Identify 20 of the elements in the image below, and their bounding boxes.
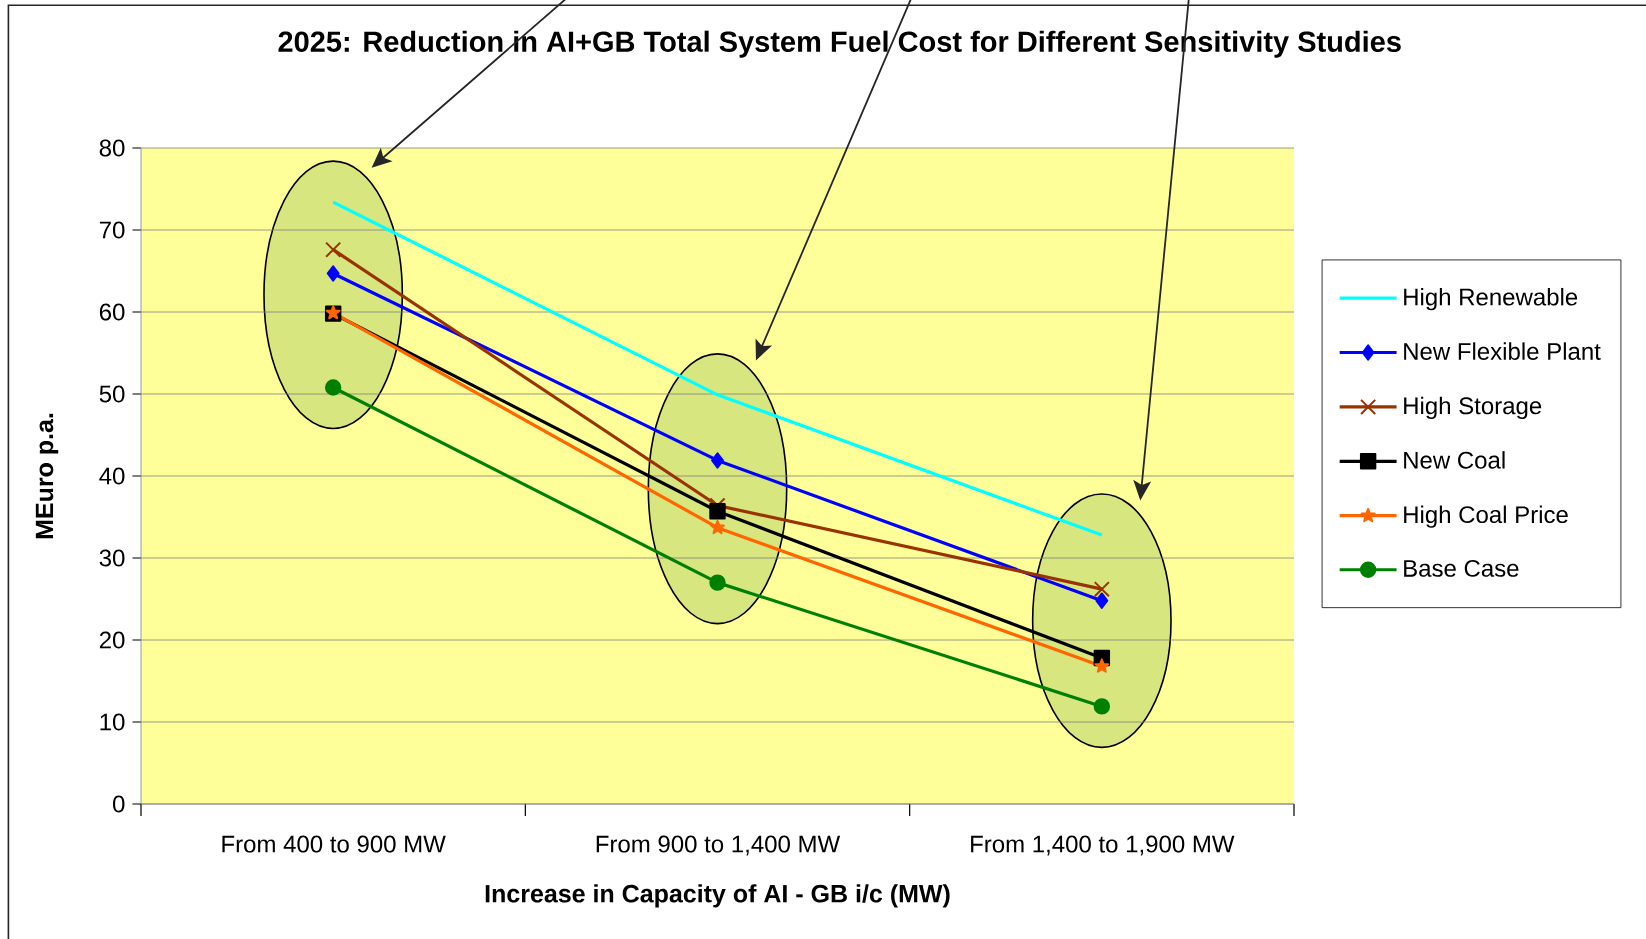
- y-tick-label: 60: [99, 303, 125, 321]
- legend-label: High Renewable: [1404, 287, 1578, 311]
- legend-label: Base Case: [1404, 559, 1519, 577]
- y-tick-label: 30: [99, 549, 125, 567]
- x-tick-label: From 1,400 to 1,900 MW: [971, 835, 1235, 856]
- legend-label: New Flexible Plant: [1404, 342, 1601, 360]
- legend-label: High Storage: [1404, 396, 1542, 420]
- y-tick-label: 50: [99, 385, 125, 403]
- y-tick-label: 20: [99, 631, 125, 649]
- y-tick-label: 80: [99, 139, 125, 157]
- legend-label: High Coal Price: [1404, 505, 1568, 528]
- x-axis-title: Increase in Capacity of AI - GB i/c (MW): [485, 884, 950, 908]
- legend-label: New Coal: [1404, 451, 1505, 469]
- y-tick-label: 40: [99, 467, 125, 485]
- x-tick-label: From 900 to 1,400 MW: [596, 835, 841, 856]
- y-axis-title: MEuro p.a.: [35, 413, 59, 539]
- y-tick-label: 70: [99, 221, 125, 239]
- y-tick-label: 0: [112, 795, 125, 813]
- y-tick-label: 10: [100, 713, 125, 731]
- x-tick-label: From 400 to 900 MW: [222, 835, 446, 853]
